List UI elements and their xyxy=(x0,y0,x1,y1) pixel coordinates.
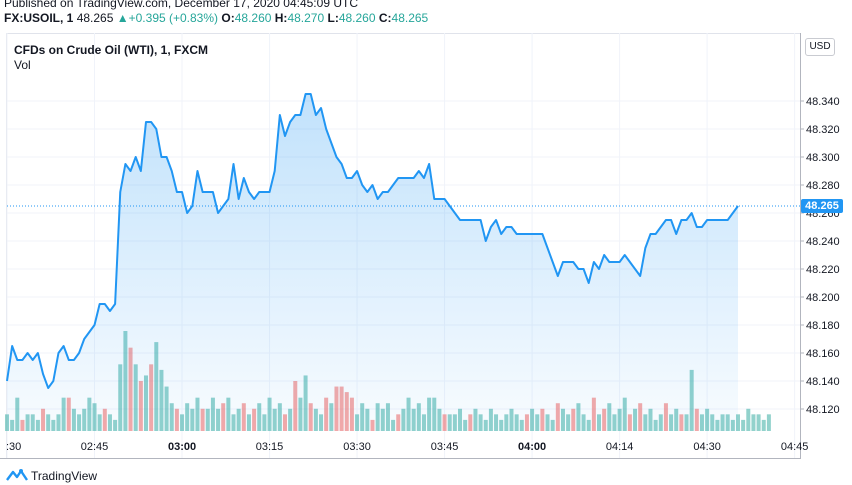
quote-line: FX:USOIL, 1 48.265 ▲+0.395 (+0.83%) O:48… xyxy=(4,11,428,25)
x-tick-label: 04:14 xyxy=(606,441,634,453)
open-label: O: xyxy=(221,11,235,25)
y-tick-label: 48.340 xyxy=(806,96,840,108)
y-tick-label: 48.140 xyxy=(806,376,840,388)
symbol-label: FX:USOIL, 1 xyxy=(4,11,74,25)
legend-title: CFDs on Crude Oil (WTI), 1, FXCM xyxy=(14,43,208,57)
high-label: H: xyxy=(274,11,288,25)
tradingview-brand: TradingView xyxy=(31,469,98,483)
close-value: 48.265 xyxy=(391,11,429,25)
x-tick-label: 04:45 xyxy=(781,441,809,453)
volume-bar xyxy=(741,419,746,431)
last-price: 48.265 xyxy=(76,11,114,25)
x-tick-label: 03:30 xyxy=(343,441,371,453)
close-label: C: xyxy=(378,11,392,25)
y-tick-label: 48.160 xyxy=(806,348,840,360)
volume-bar xyxy=(746,408,751,431)
x-tick-label: 04:30 xyxy=(693,441,721,453)
price-axis-border xyxy=(800,33,801,458)
time-axis-border xyxy=(0,458,801,459)
y-tick-label: 48.200 xyxy=(806,292,840,304)
volume-bar xyxy=(766,414,771,431)
low-label: L: xyxy=(327,11,339,25)
current-price-tag: 48.265 xyxy=(801,199,843,213)
change-value: +0.395 (+0.83%) xyxy=(128,11,219,25)
open-value: 48.260 xyxy=(234,11,272,25)
legend-volume: Vol xyxy=(14,58,31,72)
volume-bar xyxy=(751,414,756,431)
y-tick-label: 48.300 xyxy=(806,152,840,164)
chart-header: Published on TradingView.com, December 1… xyxy=(0,0,852,32)
volume-bar xyxy=(761,419,766,431)
change-arrow-icon: ▲ xyxy=(116,11,129,25)
currency-button[interactable]: USD xyxy=(805,38,835,56)
x-tick-label: :30 xyxy=(6,441,21,453)
y-tick-label: 48.280 xyxy=(806,180,840,192)
tradingview-logo-icon xyxy=(6,469,28,481)
y-tick-label: 48.320 xyxy=(806,124,840,136)
y-tick-label: 48.220 xyxy=(806,264,840,276)
y-tick-label: 48.240 xyxy=(806,236,840,248)
y-tick-label: 48.180 xyxy=(806,320,840,332)
volume-bar xyxy=(756,414,761,431)
price-line xyxy=(6,93,739,389)
high-value: 48.270 xyxy=(287,11,325,25)
x-tick-label: 03:00 xyxy=(168,441,196,453)
x-tick-label: 04:00 xyxy=(518,441,546,453)
published-note: Published on TradingView.com, December 1… xyxy=(4,0,358,10)
x-tick-label: 02:45 xyxy=(81,441,109,453)
x-tick-label: 03:45 xyxy=(431,441,459,453)
x-tick-label: 03:15 xyxy=(256,441,284,453)
y-tick-label: 48.120 xyxy=(806,404,840,416)
price-area-fill xyxy=(7,94,738,431)
low-value: 48.260 xyxy=(338,11,376,25)
